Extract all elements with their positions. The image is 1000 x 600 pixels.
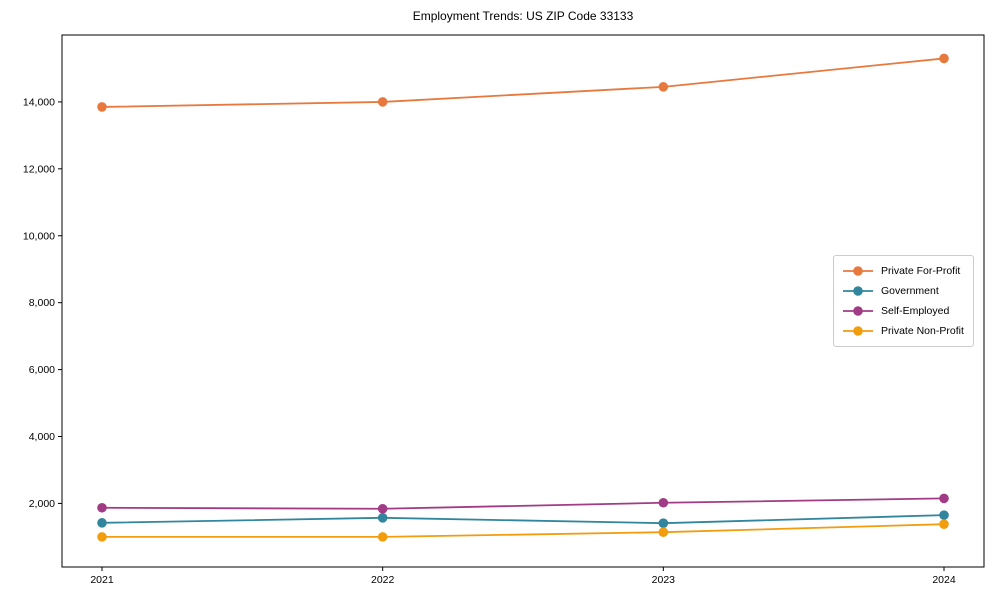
data-point-private-non-profit-2022	[377, 532, 388, 542]
series-line-private-non-profit	[102, 523, 945, 538]
x-tick-label-2023: 2023	[652, 574, 676, 586]
legend-label: Private For-Profit	[881, 265, 961, 277]
y-tick-label: 2,000	[29, 498, 55, 510]
data-point-private-for-profit-2023	[658, 82, 669, 92]
data-point-government-2022	[377, 513, 388, 523]
legend-marker-private-for-profit	[843, 266, 873, 276]
y-tick-label: 12,000	[23, 163, 55, 175]
legend-label: Government	[881, 285, 939, 297]
data-point-private-non-profit-2021	[97, 532, 107, 542]
data-point-government-2024	[939, 510, 949, 520]
legend-item-private-for-profit: Private For-Profit	[843, 261, 964, 281]
chart-title: Employment Trends: US ZIP Code 33133	[412, 9, 634, 23]
series-line-private-for-profit	[101, 57, 945, 108]
series-line-government	[101, 514, 945, 525]
data-point-self-employed-2023	[658, 497, 669, 508]
x-tick-label-2021: 2021	[90, 574, 114, 586]
legend-marker-government	[843, 286, 873, 296]
x-tick-label-2024: 2024	[932, 574, 956, 586]
data-point-government-2021	[97, 518, 107, 528]
data-point-private-non-profit-2023	[658, 527, 669, 538]
data-point-self-employed-2022	[377, 503, 388, 514]
data-point-private-for-profit-2021	[97, 102, 107, 112]
data-point-government-2023	[658, 518, 669, 528]
y-tick-label: 6,000	[29, 364, 55, 376]
legend-item-private-non-profit: Private Non-Profit	[843, 321, 964, 341]
series-line-self-employed	[101, 497, 945, 510]
y-tick-label: 8,000	[29, 297, 55, 309]
legend-label: Self-Employed	[881, 305, 950, 317]
legend-item-self-employed: Self-Employed	[843, 301, 964, 321]
data-point-self-employed-2024	[939, 493, 949, 504]
y-tick-label: 14,000	[23, 96, 55, 108]
x-tick-label-2022: 2022	[371, 574, 395, 586]
data-point-private-non-profit-2024	[939, 519, 949, 529]
axes-spines	[61, 34, 985, 568]
legend-marker-private-non-profit	[843, 326, 873, 336]
legend-label: Private Non-Profit	[881, 325, 964, 337]
legend-item-government: Government	[843, 281, 964, 301]
data-point-private-for-profit-2022	[377, 97, 388, 107]
y-tick-label: 4,000	[29, 431, 55, 443]
legend: Private For-Profit Government Self-Employe…	[833, 255, 974, 347]
y-tick-label: 10,000	[23, 230, 55, 242]
data-point-private-for-profit-2024	[939, 53, 949, 64]
legend-marker-self-employed	[843, 306, 873, 316]
data-point-self-employed-2021	[97, 502, 107, 513]
